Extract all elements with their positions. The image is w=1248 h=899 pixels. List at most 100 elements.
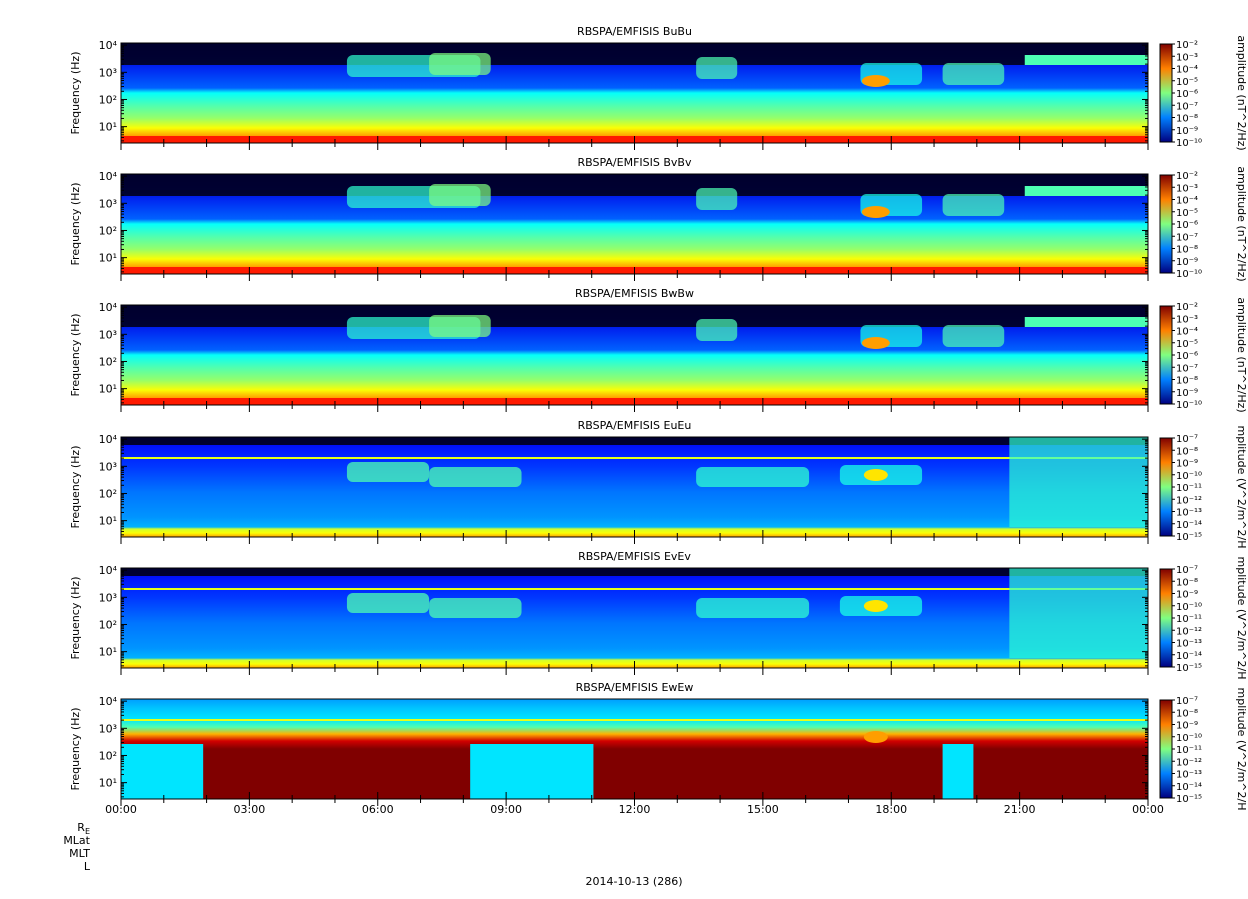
colorbar-tick-label: 10⁻¹³ [1176, 639, 1202, 650]
hot-spot [863, 600, 888, 612]
y-tick-label: 10² [99, 749, 117, 762]
x-tick-label: 12:00 [619, 803, 651, 816]
y-axis-label: Frequency (Hz) [69, 314, 82, 397]
x-tick-label: 00:00 [1132, 803, 1164, 816]
colorbar-tick-label: 10⁻⁹ [1176, 126, 1198, 137]
emission-blob [429, 467, 522, 487]
colorbar-tick-label: 10⁻¹⁵ [1176, 794, 1202, 805]
info-label-mlt: MLT [69, 847, 90, 860]
colorbar-tick-label: 10⁻¹⁰ [1176, 733, 1202, 744]
colorbar-tick-label: 10⁻⁶ [1176, 351, 1198, 362]
y-tick-label: 10² [99, 224, 117, 237]
colorbar-tick-label: 10⁻¹¹ [1176, 745, 1202, 756]
y-tick-label: 10² [99, 618, 117, 631]
colorbar-tick-label: 10⁻⁹ [1176, 388, 1198, 399]
quiet-region [121, 174, 1148, 196]
spectrogram-background [121, 437, 1148, 537]
y-tick-label: 10⁴ [99, 170, 118, 183]
colorbar-tick-label: 10⁻¹³ [1176, 770, 1202, 781]
panel-title: RBSPA/EMFISIS BuBu [577, 25, 692, 38]
colorbar [1159, 43, 1173, 143]
colorbar-tick-label: 10⁻⁹ [1176, 257, 1198, 268]
colorbar-tick-label: 10⁻⁶ [1176, 89, 1198, 100]
x-tick-label: 15:00 [747, 803, 779, 816]
quiet-region [121, 43, 1148, 65]
y-tick-label: 10¹ [99, 383, 117, 396]
colorbar-tick-label: 10⁻⁸ [1176, 114, 1198, 125]
spectrogram-features [121, 568, 1148, 658]
y-tick-label: 10² [99, 93, 117, 106]
colorbar [1159, 437, 1173, 537]
colorbar-label: mplitude (V^2/m^2/H [1235, 426, 1248, 549]
y-axis-label: Frequency (Hz) [69, 446, 82, 529]
colorbar-tick-label: 10⁻⁹ [1176, 721, 1198, 732]
panel-4: RBSPA/EMFISIS EvEv 10¹ 10² 10³ 10⁴ Frequency … [69, 550, 1248, 680]
quiet-region [121, 305, 1148, 327]
y-axis-label: Frequency (Hz) [69, 183, 82, 266]
emission-blob [942, 63, 1005, 85]
colorbar-tick-label: 10⁻¹⁰ [1176, 400, 1202, 411]
colorbar-tick-label: 10⁻¹⁴ [1176, 651, 1202, 662]
gap-region [942, 744, 974, 799]
colorbar-tick-label: 10⁻⁵ [1176, 77, 1198, 88]
y-tick-label: 10⁴ [99, 564, 118, 577]
colorbar [1159, 174, 1173, 274]
colorbar-tick-label: 10⁻⁷ [1176, 434, 1198, 445]
colorbar-tick-label: 10⁻¹⁰ [1176, 471, 1202, 482]
y-tick-label: 10⁴ [99, 301, 118, 314]
colorbar-tick-label: 10⁻⁷ [1176, 565, 1198, 576]
colorbar-tick-label: 10⁻¹⁵ [1176, 663, 1202, 674]
colorbar-tick-label: 10⁻¹⁵ [1176, 532, 1202, 543]
constant-line [121, 588, 1148, 590]
y-axis-label: Frequency (Hz) [69, 708, 82, 791]
y-tick-label: 10⁴ [99, 695, 118, 708]
colorbar-tick-label: 10⁻¹² [1176, 495, 1202, 506]
colorbar-label: mplitude (V^2/m^2/H [1235, 557, 1248, 680]
y-tick-label: 10³ [99, 460, 117, 473]
colorbar-tick-label: 10⁻¹⁴ [1176, 520, 1202, 531]
emission-blob [696, 598, 810, 618]
colorbar-label: amplitude (nT^2/Hz) [1235, 35, 1248, 150]
panel-title: RBSPA/EMFISIS EvEv [578, 550, 691, 563]
x-tick-label: 18:00 [875, 803, 907, 816]
spectrogram-features [121, 437, 1148, 527]
y-tick-label: 10³ [99, 197, 117, 210]
storm-region [1009, 568, 1148, 658]
colorbar-tick-label: 10⁻⁹ [1176, 459, 1198, 470]
y-axis-label: Frequency (Hz) [69, 52, 82, 135]
y-tick-label: 10³ [99, 722, 117, 735]
colorbar [1159, 699, 1173, 799]
x-tick-label: 06:00 [362, 803, 394, 816]
colorbar-tick-label: 10⁻⁸ [1176, 376, 1198, 387]
colorbar [1159, 568, 1173, 668]
y-tick-label: 10² [99, 487, 117, 500]
colorbar-tick-label: 10⁻¹¹ [1176, 483, 1202, 494]
y-tick-label: 10⁴ [99, 39, 118, 52]
colorbar-tick-label: 10⁻¹² [1176, 626, 1202, 637]
colorbar-tick-label: 10⁻⁴ [1176, 196, 1198, 207]
colorbar-tick-label: 10⁻⁵ [1176, 339, 1198, 350]
colorbar-tick-label: 10⁻² [1176, 171, 1198, 182]
gap-region [470, 744, 594, 799]
y-axis-label: Frequency (Hz) [69, 577, 82, 660]
panel-0: RBSPA/EMFISIS BuBu 10¹ 10² 10³ 10⁴ Frequency … [69, 25, 1248, 151]
colorbar-tick-label: 10⁻⁴ [1176, 327, 1198, 338]
colorbar-tick-label: 10⁻³ [1176, 314, 1198, 325]
y-tick-label: 10¹ [99, 252, 117, 265]
emission-blob [346, 593, 430, 613]
y-tick-label: 10³ [99, 66, 117, 79]
colorbar-tick-label: 10⁻¹⁰ [1176, 602, 1202, 613]
gap-region [121, 744, 204, 799]
top-dark-band [121, 437, 1148, 445]
emission-blob [942, 325, 1005, 347]
colorbar-tick-label: 10⁻⁷ [1176, 232, 1198, 243]
upper-band [1024, 317, 1148, 327]
hot-spot [861, 337, 890, 349]
y-tick-label: 10¹ [99, 777, 117, 790]
hot-spot [861, 75, 890, 87]
date-label: 2014-10-13 (286) [585, 875, 683, 888]
panel-3: RBSPA/EMFISIS EuEu 10¹ 10² 10³ 10⁴ Frequency … [69, 419, 1248, 549]
panel-1: RBSPA/EMFISIS BvBv 10¹ 10² 10³ 10⁴ Frequency … [69, 156, 1248, 282]
info-label-re: RE [77, 821, 90, 837]
colorbar-tick-label: 10⁻⁵ [1176, 208, 1198, 219]
